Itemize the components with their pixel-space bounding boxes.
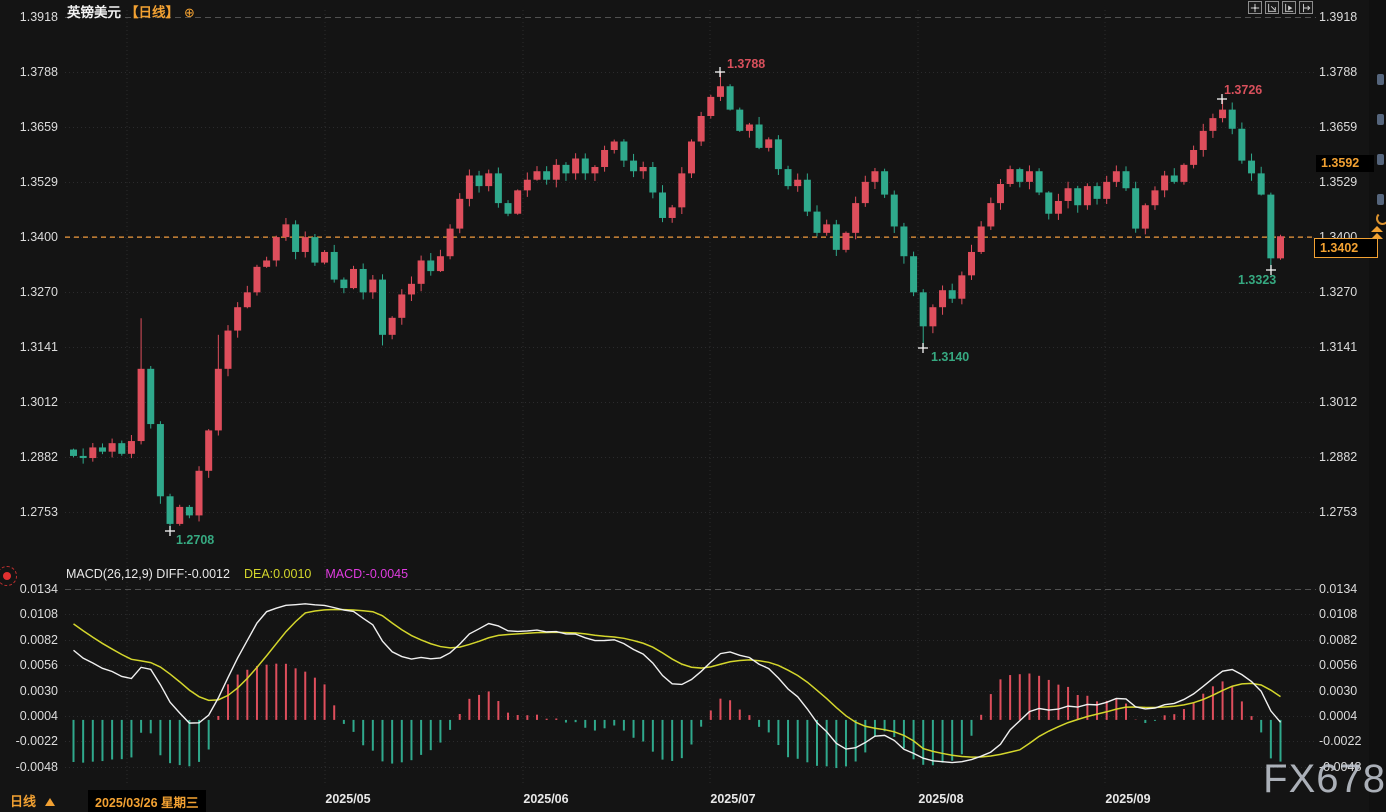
shift-right-icon[interactable] xyxy=(1299,1,1313,14)
period-tag: 【日线】 xyxy=(125,5,179,20)
macd-dea-line xyxy=(73,608,1281,758)
price-up-arrows-icon xyxy=(1371,226,1383,240)
clipped-panel-glyph xyxy=(1377,154,1384,165)
macd-indicator-header: MACD(26,12,9) DIFF:-0.0012 DEA:0.0010 MACD… xyxy=(66,567,408,581)
macd-hist-value: MACD:-0.0045 xyxy=(325,567,409,581)
secondary-price-tag: 1.3592 xyxy=(1316,155,1374,172)
pan-icon[interactable] xyxy=(1248,1,1262,14)
macd-histogram xyxy=(72,663,1282,769)
candles-series xyxy=(70,72,1284,532)
clipped-panel-glyph xyxy=(1377,194,1384,205)
clipped-panel-glyph xyxy=(1377,114,1384,125)
pane-divider-handle[interactable] xyxy=(0,566,17,586)
left-scale-icon[interactable] xyxy=(1265,1,1279,14)
clipped-panel-glyph xyxy=(1377,74,1384,85)
timeframe-label: 日线 xyxy=(10,794,37,809)
macd-diff-line xyxy=(73,603,1282,764)
extreme-cross-markers xyxy=(165,67,1276,536)
chart-header: 英镑美元 【日线】 ⊕ xyxy=(67,1,195,21)
date-label: 2025/03/26 星期三 xyxy=(88,790,206,812)
up-triangle-icon xyxy=(45,798,56,806)
settings-icon[interactable]: ⊕ xyxy=(184,5,195,20)
chart-toolbar xyxy=(1248,1,1313,14)
macd-params-diff: MACD(26,12,9) DIFF:-0.0012 xyxy=(66,567,230,581)
gridlines xyxy=(65,10,1316,786)
symbol-title: 英镑美元 xyxy=(67,5,121,20)
clipped-side-panel xyxy=(1369,0,1386,812)
macd-dea-value: DEA:0.0010 xyxy=(243,567,312,581)
watermark: FX678 xyxy=(1263,757,1386,801)
play-to-end-icon[interactable] xyxy=(1282,1,1296,14)
current-price-tag: 1.3402 xyxy=(1314,238,1378,258)
clipped-panel-circle-glyph xyxy=(1376,212,1386,225)
timeframe-selector[interactable]: 日线 xyxy=(10,791,56,810)
timeline-bar: 日线 2025/03/26 星期三 xyxy=(0,788,1386,812)
